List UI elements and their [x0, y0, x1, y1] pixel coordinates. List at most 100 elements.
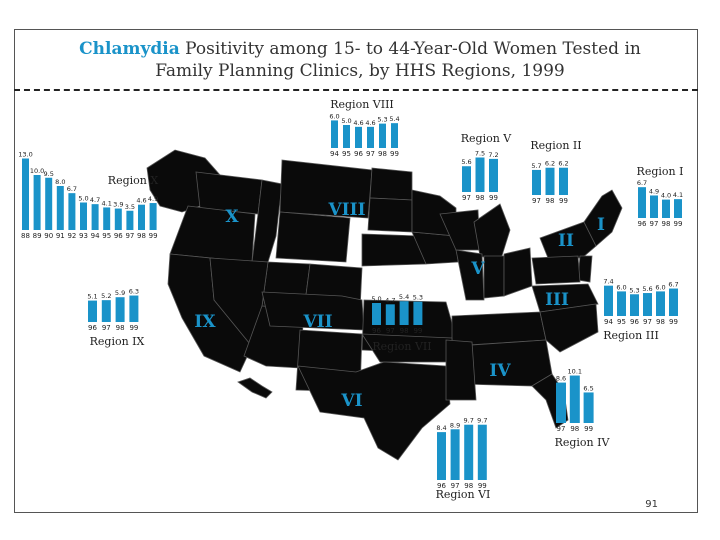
map-label-viii: VIII: [327, 200, 365, 220]
region-i-value-label: 6.7: [637, 179, 647, 187]
page-number: 91: [645, 499, 658, 510]
region-iii-year-label: 96: [630, 318, 639, 326]
state-arkansas-louisiana: [445, 339, 477, 401]
region-vii-bar: [413, 301, 423, 325]
region-i-year-label: 98: [662, 220, 671, 228]
region-i-bar: [674, 199, 682, 218]
state-illinois: [455, 249, 485, 301]
region-iii-value-label: 7.4: [603, 278, 613, 286]
region-vi-bar: [437, 432, 446, 480]
region-viii-value-label: 5.3: [377, 116, 387, 124]
region-x-value-label: 9.5: [44, 170, 54, 178]
region-vi-value-label: 9.7: [464, 417, 474, 425]
region-viii-value-label: 5.4: [389, 115, 399, 123]
region-x-year-label: 95: [102, 232, 111, 240]
state-new-york: [539, 221, 597, 259]
region-iii-bar: [630, 294, 639, 316]
region-vii-bar: [385, 304, 395, 325]
region-iii-bar: [617, 291, 626, 316]
map-label-v: V: [470, 259, 485, 279]
map-label-iv: IV: [489, 361, 511, 381]
region-viii-year-label: 94: [330, 150, 339, 158]
map-label-vi: VI: [340, 391, 362, 411]
region-vii-year-label: 98: [400, 327, 409, 335]
region-vi-year-label: 98: [464, 482, 473, 490]
region-i-value-label: 4.9: [649, 187, 659, 195]
region-iv-bar: [569, 375, 580, 423]
map-label-x: X: [225, 207, 239, 227]
region-x-chart: Region X 13.0 88 10.0 89 9.5 90 8.0 91 6.7 92 5.0 93…: [18, 151, 158, 241]
region-vi-title: Region VI: [436, 488, 491, 501]
region-x-year-label: 90: [44, 232, 53, 240]
region-x-year-label: 93: [79, 232, 88, 240]
region-x-bar: [22, 158, 29, 230]
state-north-dakota: [369, 167, 413, 201]
region-viii-year-label: 95: [342, 150, 351, 158]
region-x-value-label: 4.6: [136, 197, 146, 205]
region-iii-title: Region III: [603, 329, 659, 342]
title-highlight: Chlamydia: [79, 39, 180, 59]
region-iii-value-label: 5.6: [642, 285, 652, 293]
region-iii-bar: [669, 288, 678, 316]
region-ii-year-label: 98: [546, 197, 555, 205]
region-x-value-label: 3.5: [125, 203, 135, 211]
region-viii-value-label: 4.6: [353, 119, 363, 127]
region-ii-bar: [532, 169, 541, 195]
region-vi-value-label: 8.9: [450, 421, 460, 429]
region-iv-value-label: 8.6: [556, 375, 566, 383]
region-vii-chart: Region VII 5.0 96 4.7 97 5.4 98 5.3 99: [371, 293, 431, 353]
region-vi-chart: Region VI 8.4 96 8.9 97 9.7 98 9.7 99: [436, 417, 491, 501]
region-ix-bar: [101, 300, 111, 322]
region-x-year-label: 96: [114, 232, 123, 240]
region-x-value-label: 3.9: [113, 201, 123, 209]
state-virginia: [531, 283, 599, 313]
region-i-year-label: 96: [638, 220, 647, 228]
region-ix-year-label: 98: [116, 324, 125, 332]
chart-title: Chlamydia Positivity among 15- to 44-Yea…: [60, 38, 660, 82]
region-viii-bar: [391, 123, 398, 148]
region-v-bar: [462, 166, 471, 192]
region-x-title: Region X: [108, 174, 159, 187]
region-vi-value-label: 8.4: [436, 424, 446, 432]
state-hawaii: [237, 377, 273, 399]
state-michigan: [473, 203, 511, 263]
region-ii-value-label: 5.7: [531, 162, 541, 170]
region-v-year-label: 97: [462, 194, 471, 202]
region-iii-value-label: 6.0: [616, 283, 626, 291]
region-vii-year-label: 96: [372, 327, 381, 335]
region-x-bar: [114, 208, 122, 230]
region-ii-bar: [545, 167, 555, 195]
region-v-year-label: 99: [489, 194, 498, 202]
state-oregon: [169, 205, 256, 263]
region-vii-year-label: 97: [386, 327, 395, 335]
region-iv-value-label: 6.5: [583, 384, 593, 392]
state-pennsylvania: [531, 255, 581, 285]
region-vii-value-label: 5.4: [399, 293, 409, 301]
region-v-value-label: 7.5: [475, 150, 485, 158]
region-iv-chart: Region IV 8.6 97 10.1 98 6.5 99: [555, 368, 611, 449]
region-v-title: Region V: [461, 132, 513, 145]
region-vi-bar: [450, 429, 460, 480]
region-x-value-label: 4.7: [90, 196, 100, 204]
region-bar-charts: Region X 13.0 88 10.0 89 9.5 90 8.0 91 6.7 92 5.0 93…: [18, 98, 683, 501]
map-label-i: I: [597, 215, 605, 235]
region-vii-value-label: 5.0: [371, 295, 381, 303]
region-iii-bar: [656, 291, 665, 316]
region-v-year-label: 98: [476, 194, 485, 202]
region-viii-year-label: 96: [354, 150, 363, 158]
region-iv-year-label: 97: [557, 425, 566, 433]
region-iii-year-label: 94: [604, 318, 613, 326]
map-label-ii: II: [558, 231, 574, 251]
region-x-bar: [126, 210, 134, 230]
region-ix-bar: [115, 297, 125, 322]
us-map-shapes: [146, 149, 623, 461]
region-ix-title: Region IX: [90, 335, 145, 348]
region-ix-value-label: 5.9: [115, 289, 125, 297]
region-iv-year-label: 99: [584, 425, 593, 433]
map-label-vii: VII: [302, 312, 332, 332]
region-i-title: Region I: [637, 165, 684, 178]
region-viii-value-label: 4.6: [365, 119, 375, 127]
region-iii-bar: [643, 293, 652, 316]
region-ii-title: Region II: [530, 139, 581, 152]
